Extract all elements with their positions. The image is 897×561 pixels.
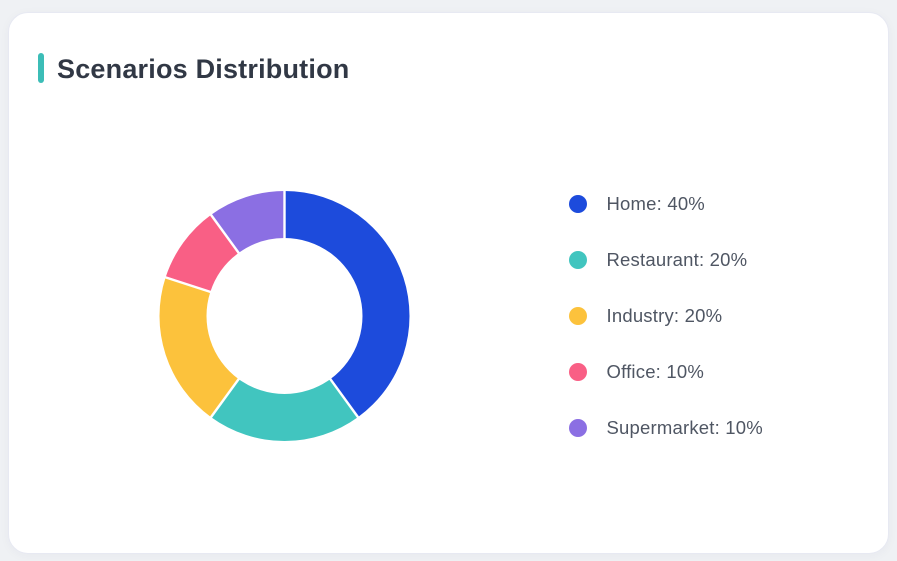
- donut-slice-restaurant[interactable]: [211, 379, 358, 442]
- legend-dot-home: [569, 195, 587, 214]
- legend-label: Home: 40%: [606, 193, 705, 215]
- legend-item-restaurant[interactable]: Restaurant: 20%: [569, 232, 763, 288]
- chart-legend: Home: 40% Restaurant: 20% Industry: 20% Off…: [569, 177, 763, 456]
- legend-dot-supermarket: [569, 418, 587, 437]
- legend-dot-industry: [569, 307, 587, 326]
- legend-item-industry[interactable]: Industry: 20%: [569, 288, 763, 344]
- legend-item-home[interactable]: Home: 40%: [569, 177, 763, 233]
- donut-chart: [154, 186, 415, 446]
- legend-item-office[interactable]: Office: 10%: [569, 344, 763, 400]
- legend-label: Restaurant: 20%: [606, 249, 748, 271]
- card-title: Scenarios Distribution: [57, 53, 350, 84]
- slice-divider: [208, 376, 241, 420]
- donut-slice-supermarket[interactable]: [211, 191, 285, 253]
- scenarios-distribution-card: Scenarios Distribution Home: 40% Restaura…: [8, 12, 889, 554]
- title-accent-bar: [38, 52, 44, 83]
- legend-label: Office: 10%: [606, 360, 704, 382]
- legend-label: Industry: 20%: [606, 305, 723, 327]
- legend-label: Supermarket: 10%: [606, 416, 763, 438]
- slice-divider: [208, 212, 241, 256]
- donut-slice-industry[interactable]: [159, 277, 239, 418]
- donut-slice-office[interactable]: [165, 214, 239, 292]
- donut-chart-svg: [159, 189, 410, 442]
- slice-divider: [163, 275, 213, 294]
- legend-item-supermarket[interactable]: Supermarket: 10%: [569, 400, 763, 456]
- legend-dot-restaurant: [569, 251, 587, 270]
- slice-divider: [328, 376, 361, 420]
- donut-slice-home[interactable]: [284, 191, 410, 418]
- card-header: Scenarios Distribution: [38, 52, 350, 85]
- legend-dot-office: [569, 362, 587, 381]
